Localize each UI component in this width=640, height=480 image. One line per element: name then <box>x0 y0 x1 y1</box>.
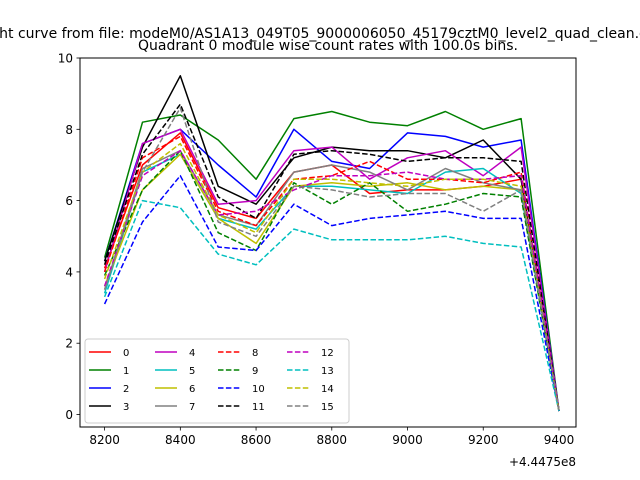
series-line-4 <box>103 128 560 412</box>
legend-item-9: 9 <box>218 366 258 377</box>
legend-item-12: 12 <box>287 348 334 359</box>
series-line-10 <box>103 174 560 412</box>
series-line-1 <box>103 110 560 412</box>
x-tick-label: 9000 <box>392 433 423 447</box>
legend-item-0: 0 <box>89 348 129 359</box>
legend-label: 6 <box>189 384 195 395</box>
legend-label: 0 <box>123 348 129 359</box>
x-axis-offset-label: +4.4475e8 <box>509 455 576 469</box>
legend-label: 9 <box>252 366 258 377</box>
series-line-11 <box>103 103 560 412</box>
series-line-14 <box>103 142 560 412</box>
legend-item-6: 6 <box>155 384 195 395</box>
series-line-13 <box>103 199 560 412</box>
legend-label: 10 <box>252 384 265 395</box>
y-tick-label: 8 <box>65 123 73 137</box>
legend-label: 7 <box>189 402 195 413</box>
x-tick-label: 9400 <box>544 433 575 447</box>
y-axis: 0 2 4 6 8 10 <box>58 52 80 422</box>
legend-label: 14 <box>321 384 334 395</box>
legend-item-1: 1 <box>89 366 129 377</box>
legend-item-3: 3 <box>89 402 129 413</box>
legend-item-11: 11 <box>218 402 265 413</box>
series-line-15 <box>103 107 560 412</box>
x-axis: 8200 8400 8600 8800 9000 9200 9400 <box>89 427 574 447</box>
legend-item-15: 15 <box>287 402 334 413</box>
axes-frame <box>79 57 577 428</box>
legend-label: 4 <box>189 348 195 359</box>
legend-item-7: 7 <box>155 402 195 413</box>
x-tick-label: 8400 <box>165 433 196 447</box>
chart-title: Quadrant 0 module wise count rates with … <box>138 38 518 54</box>
legend-label: 8 <box>252 348 258 359</box>
legend-label: 3 <box>123 402 129 413</box>
legend-item-2: 2 <box>89 384 129 395</box>
legend-item-14: 14 <box>287 384 334 395</box>
legend-item-5: 5 <box>155 366 195 377</box>
legend-label: 2 <box>123 384 129 395</box>
series-line-9 <box>103 149 560 412</box>
y-tick-label: 10 <box>58 52 73 66</box>
legend-label: 1 <box>123 366 129 377</box>
legend-label: 12 <box>321 348 334 359</box>
x-tick-label: 9200 <box>468 433 499 447</box>
x-tick-label: 8800 <box>317 433 348 447</box>
y-tick-label: 0 <box>65 408 73 422</box>
legend-item-10: 10 <box>218 384 265 395</box>
plot-lines <box>103 75 560 412</box>
legend-item-13: 13 <box>287 366 334 377</box>
legend-item-8: 8 <box>218 348 258 359</box>
legend-item-4: 4 <box>155 348 195 359</box>
x-tick-label: 8200 <box>89 433 120 447</box>
y-tick-label: 2 <box>65 337 73 351</box>
y-tick-label: 4 <box>65 265 73 279</box>
legend-frame <box>84 338 350 424</box>
figure-suptitle: Light curve from file: modeM0/AS1A13_049… <box>0 26 640 42</box>
y-tick-label: 6 <box>65 194 73 208</box>
legend-label: 5 <box>189 366 195 377</box>
x-tick-label: 8600 <box>241 433 272 447</box>
series-line-6 <box>103 153 560 412</box>
legend-label: 13 <box>321 366 334 377</box>
legend-label: 15 <box>321 402 334 413</box>
legend-label: 11 <box>252 402 265 413</box>
